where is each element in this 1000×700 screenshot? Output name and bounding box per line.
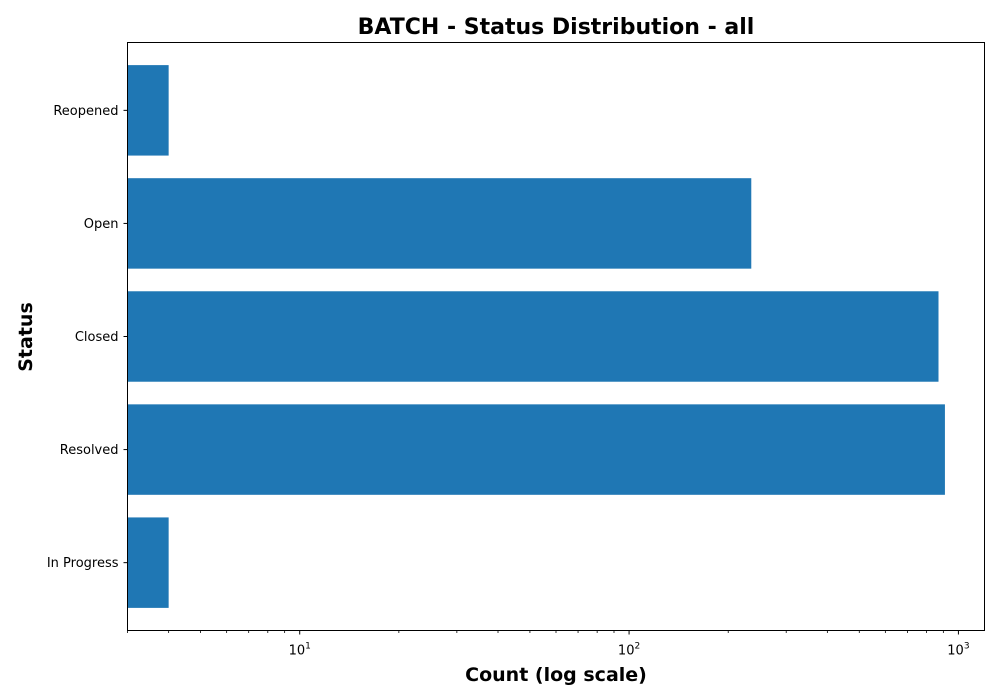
bar-open: [127, 178, 752, 269]
y-tick-label-resolved: Resolved: [60, 443, 119, 458]
x-tick-label: 103: [947, 642, 969, 659]
x-axis-ticks: 101 102 103: [127, 630, 970, 659]
y-tick-label-reopened: Reopened: [53, 104, 118, 119]
y-axis-label: Status: [15, 302, 37, 372]
bars-group: [127, 65, 945, 608]
y-tick-label-open: Open: [84, 217, 119, 232]
bar-resolved: [127, 404, 945, 495]
x-tick-label: 102: [618, 642, 640, 659]
x-tick-label: 101: [289, 642, 311, 659]
bar-closed: [127, 291, 939, 382]
bar-in-progress: [127, 517, 169, 608]
y-tick-label-in-progress: In Progress: [47, 556, 119, 571]
chart-title: BATCH - Status Distribution - all: [358, 15, 755, 40]
y-axis-ticks: In Progress Resolved Closed Open Reopened: [47, 104, 128, 571]
x-axis-label: Count (log scale): [465, 664, 647, 686]
bar-reopened: [127, 65, 169, 156]
y-tick-label-closed: Closed: [75, 330, 119, 345]
